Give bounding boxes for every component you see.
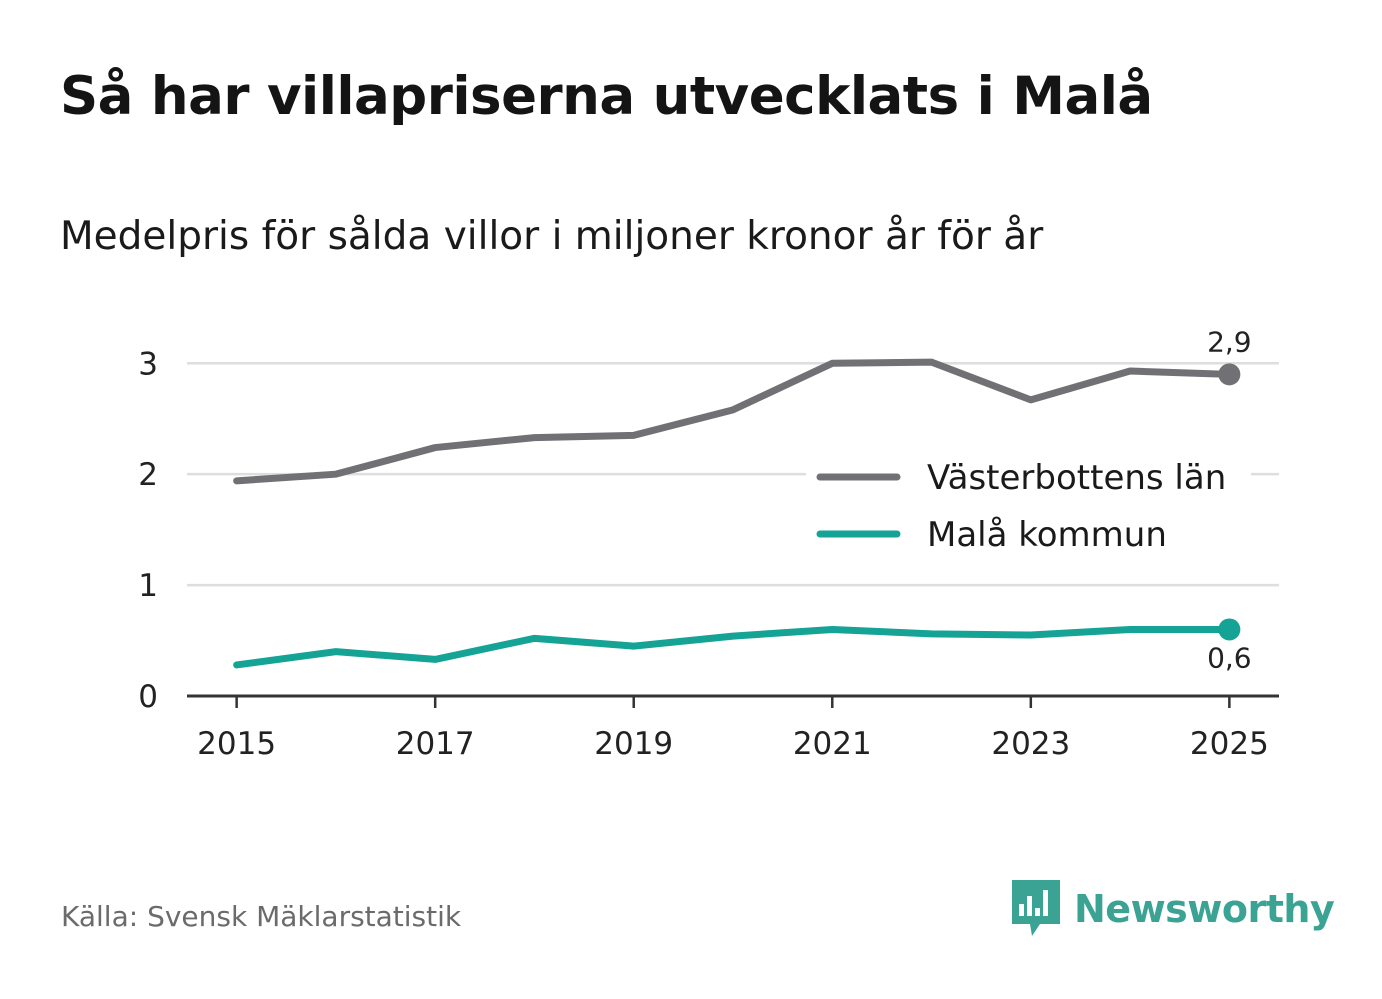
chart-title: Så har villapriserna utvecklats i Malå [60,66,1153,127]
series-end-point [1218,618,1241,641]
y-tick-label: 1 [138,568,158,604]
legend: Västerbottens län Malå kommun [806,448,1251,558]
legend-label: Malå kommun [927,515,1167,555]
series-line-vasterbotten [233,358,1233,485]
series-line-mala [233,625,1233,669]
x-tick-label: 2023 [991,726,1070,762]
x-tick-label: 2019 [594,726,673,762]
legend-label: Västerbottens län [927,458,1226,498]
y-tick-label: 2 [138,457,158,493]
y-tick-label: 3 [138,346,158,382]
series-lines: 2,9 0,6 [233,325,1252,674]
x-tick-label: 2025 [1190,726,1269,762]
legend-background [806,448,1251,558]
data-label: 2,9 [1207,325,1252,358]
y-axis-ticks: 0 1 2 3 [138,346,158,715]
x-tick-label: 2015 [197,726,276,762]
x-tick-label: 2017 [396,726,475,762]
chart-subtitle: Medelpris för sålda villor i miljoner kr… [60,214,1044,259]
x-axis-ticks: 2015 2017 2019 2021 2023 2025 [197,696,1269,762]
brand-logo[interactable]: Newsworthy [1010,878,1335,940]
data-label: 0,6 [1207,641,1252,674]
series-end-point [1218,363,1241,386]
y-tick-label: 0 [138,679,158,715]
brand-name: Newsworthy [1074,887,1335,931]
source-note: Källa: Svensk Mäklarstatistik [61,900,462,933]
x-tick-label: 2021 [793,726,872,762]
newsworthy-logo-icon [1012,880,1060,936]
